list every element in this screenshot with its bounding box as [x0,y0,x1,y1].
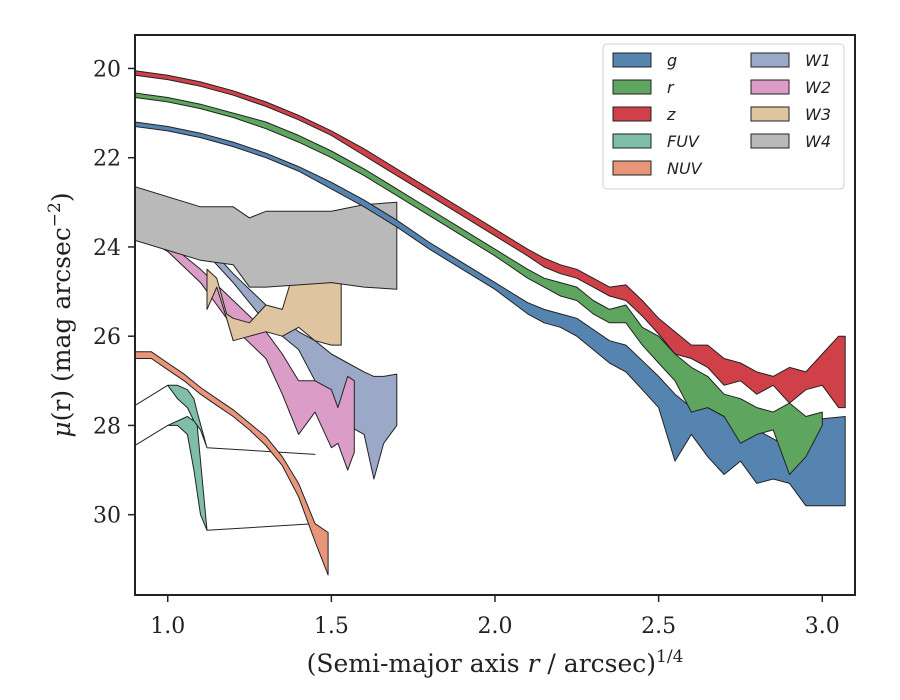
band-fuv [135,384,316,531]
y-axis-ticks: 20 22 24 26 28 30 [93,57,135,529]
legend-swatch-w4 [750,133,790,149]
data-bands [135,70,846,576]
legend-label-fuv: FUV [667,132,700,151]
legend-label-w1: W1 [805,51,831,70]
x-tick-label: 1.5 [314,614,349,639]
x-axis-ticks: 1.0 1.5 2.0 2.5 3.0 [150,595,840,639]
x-axis-title: (Semi-major axis r / arcsec)1/4 [307,647,684,678]
legend-label-w4: W4 [805,132,831,151]
legend: grz FUV NUV W1 W2 W3 W4 [602,43,845,190]
legend-swatch-fuv [612,133,652,149]
legend-swatch-g [612,52,652,68]
band-z [135,70,846,409]
legend-swatch-z [612,106,652,122]
y-tick-label: 30 [93,504,121,529]
legend-label-nuv: NUV [667,159,703,178]
legend-swatch-r [612,79,652,95]
y-tick-label: 22 [93,147,121,172]
x-tick-label: 1.0 [150,614,185,639]
x-tick-label: 2.5 [641,614,676,639]
legend-swatch-nuv [612,160,652,176]
x-tick-label: 2.0 [478,614,513,639]
legend-swatch-w2 [750,79,790,95]
band-g [135,121,846,507]
legend-swatch-w3 [750,106,790,122]
legend-label-w3: W3 [805,105,831,124]
y-tick-label: 24 [93,236,121,261]
y-tick-label: 20 [93,57,121,82]
y-axis-title: μ(r) (mag arcsec−2) [45,192,76,437]
legend-label-w2: W2 [805,78,831,97]
y-tick-label: 26 [93,325,121,350]
x-tick-label: 3.0 [805,614,840,639]
y-tick-label: 28 [93,414,121,439]
legend-label-z: z [666,105,676,124]
legend-swatch-w1 [750,52,790,68]
band-r [135,92,823,475]
band-nuv [135,351,329,576]
legend-label-g: g [667,51,677,70]
legend-label-r: r [667,78,675,97]
band-w4 [135,186,398,290]
